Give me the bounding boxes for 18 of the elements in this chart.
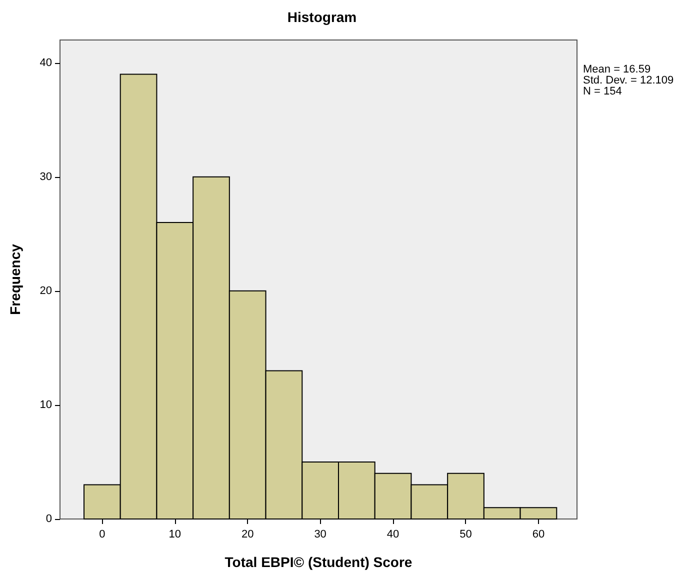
y-tick-label: 30 xyxy=(40,170,52,183)
x-tick-label: 50 xyxy=(460,528,472,540)
x-tick-label: 20 xyxy=(241,528,254,540)
chart-title: Histogram xyxy=(287,9,357,25)
y-axis-title: Frequency xyxy=(7,244,23,315)
text: Std. Dev. = 12.109 xyxy=(583,74,674,86)
x-tick-label: 10 xyxy=(168,528,182,540)
x-tick-label: 30 xyxy=(314,528,326,540)
x-axis-title: Total EBPI© (Student) Score xyxy=(224,554,412,570)
x-tick-label: 0 xyxy=(99,528,106,540)
y-tick-label: 40 xyxy=(40,56,52,69)
x-tick-label: 40 xyxy=(386,528,400,540)
y-tick-label: 20 xyxy=(40,284,52,297)
y-tick-label: 0 xyxy=(46,513,52,525)
x-tick-label: 60 xyxy=(532,528,545,540)
text: Mean = 16.59 xyxy=(583,64,651,76)
text: N = 154 xyxy=(583,86,622,98)
y-tick-label: 10 xyxy=(40,398,52,411)
